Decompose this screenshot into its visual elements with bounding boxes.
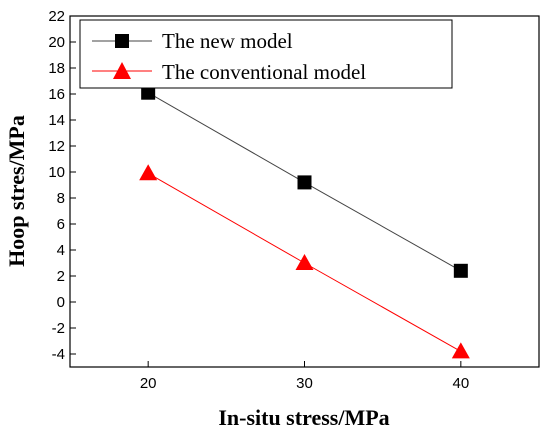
data-point-square — [453, 263, 468, 278]
legend: The new model The conventional model — [79, 19, 453, 89]
y-tick-label: 14 — [48, 112, 65, 129]
y-tick-label: -2 — [52, 320, 65, 337]
legend-box — [79, 19, 453, 89]
data-point-triangle — [295, 254, 314, 270]
y-tick-label: 10 — [48, 164, 65, 181]
y-tick-label: 2 — [57, 268, 65, 285]
y-tick-label: 12 — [48, 138, 65, 155]
legend-marker-conventional-model — [113, 62, 131, 79]
y-tick-label: 0 — [57, 294, 65, 311]
x-tick-label: 40 — [452, 375, 469, 392]
data-point-square — [297, 175, 312, 190]
y-tick-label: 18 — [48, 60, 65, 77]
legend-label-new-model: The new model — [162, 29, 293, 53]
data-point-square — [141, 85, 156, 100]
x-tick-label: 30 — [296, 375, 313, 392]
data-point-triangle — [139, 164, 158, 181]
legend-marker-new-model — [115, 34, 129, 48]
y-tick-label: 22 — [48, 8, 65, 25]
y-tick-label: 6 — [57, 216, 65, 233]
x-axis-title: In-situ stress/MPa — [218, 405, 389, 430]
y-tick-label: 20 — [48, 34, 65, 51]
x-tick-label: 20 — [140, 375, 157, 392]
y-axis-ticks: -4 -2 0 2 4 6 8 10 12 14 16 18 20 22 — [48, 8, 76, 363]
legend-label-conventional-model: The conventional model — [162, 60, 366, 84]
series-markers — [139, 85, 470, 359]
data-point-triangle — [451, 342, 470, 359]
y-tick-label: 8 — [57, 190, 65, 207]
x-axis-ticks: 20 30 40 — [140, 361, 469, 392]
y-axis-title: Hoop stres/MPa — [4, 115, 29, 267]
y-tick-label: 4 — [57, 242, 65, 259]
y-tick-label: -4 — [52, 346, 65, 363]
series-lines — [147, 92, 462, 352]
y-tick-label: 16 — [48, 86, 65, 103]
